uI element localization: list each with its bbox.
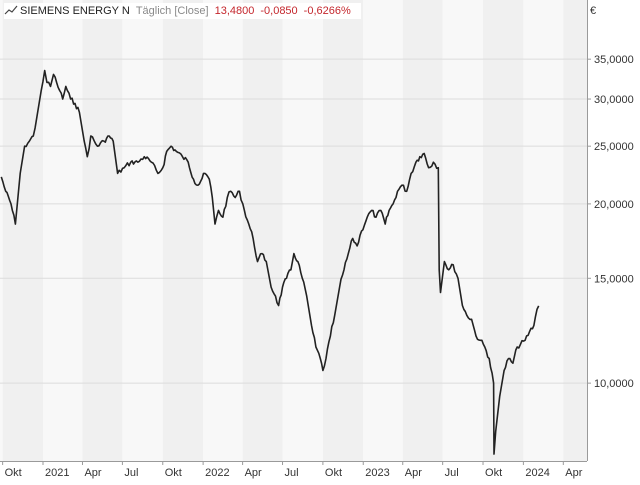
background-band [442, 0, 484, 461]
y-tick-label: 30,0000 [594, 94, 634, 106]
background-band [122, 0, 163, 461]
background-band [203, 0, 243, 461]
background-band [2, 0, 43, 461]
x-tick-label: Apr [405, 467, 422, 479]
y-unit-label: € [590, 5, 596, 17]
instrument-name: SIEMENS ENERGY N [20, 5, 130, 17]
last-price: 13,4800 [214, 5, 255, 17]
x-tick-label: 2022 [205, 467, 229, 479]
x-tick-label: Okt [325, 467, 342, 479]
y-tick-label: 20,0000 [594, 199, 634, 211]
y-axis-ticks: 10,0000 15,0000 20,0000 25,0000 30,0000 35,00… [587, 54, 634, 390]
background-band [563, 0, 587, 461]
x-tick-label: Apr [84, 467, 101, 479]
background-band [483, 0, 524, 461]
price-line-series-0 [0, 69, 540, 455]
y-tick-label: 10,0000 [594, 378, 634, 390]
price-change: -0,0850 [260, 5, 298, 17]
price-change-percent: -0,6266% [303, 5, 351, 17]
x-tick-label: Apr [245, 467, 262, 479]
background-band [242, 0, 283, 461]
x-tick-label: 2023 [365, 467, 389, 479]
x-tick-label: Jul [445, 467, 459, 479]
x-tick-label: Jul [124, 467, 138, 479]
background-band [82, 0, 123, 461]
chart-axes [0, 0, 588, 462]
background-band [523, 0, 564, 461]
x-tick-label: 2024 [525, 467, 549, 479]
background-band [322, 0, 364, 461]
background-band [162, 0, 204, 461]
x-tick-label: Apr [565, 467, 582, 479]
background-band [42, 0, 83, 461]
line-chart-icon [4, 5, 18, 15]
y-tick-label: 35,0000 [594, 54, 634, 66]
y-tick-label: 15,0000 [594, 273, 634, 285]
background-bands [0, 0, 587, 461]
background-band [363, 0, 403, 461]
chart-legend: SIEMENS ENERGY N Täglich [Close] 13,4800 -0… [4, 3, 361, 19]
x-tick-label: Okt [485, 467, 502, 479]
background-band [402, 0, 443, 461]
x-tick-label: Okt [165, 467, 182, 479]
background-band [0, 0, 3, 461]
x-axis-ticks: Okt 2021 Apr Jul Okt 2022 Apr Jul Okt 2023 Apr Jul O… [2, 461, 583, 479]
y-tick-label: 25,0000 [594, 141, 634, 153]
price-series [0, 69, 540, 455]
x-tick-label: Okt [5, 467, 22, 479]
background-band [282, 0, 323, 461]
interval-mode: Täglich [Close] [135, 5, 209, 17]
x-tick-label: 2021 [45, 467, 69, 479]
x-tick-label: Jul [285, 467, 299, 479]
